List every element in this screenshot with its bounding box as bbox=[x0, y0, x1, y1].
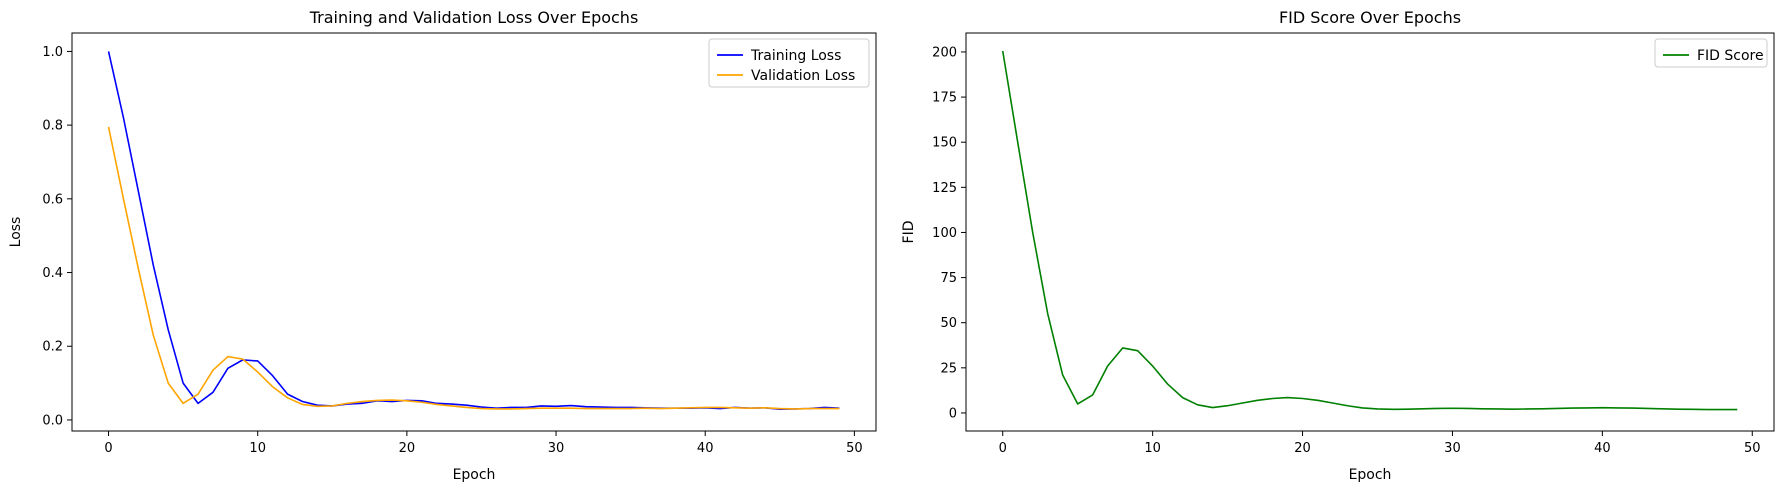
x-tick-label: 40 bbox=[1594, 441, 1611, 456]
x-tick-label: 0 bbox=[999, 441, 1007, 456]
y-tick-label: 75 bbox=[940, 271, 957, 286]
legend-label: Validation Loss bbox=[751, 68, 855, 84]
y-tick-label: 0.2 bbox=[42, 340, 63, 355]
y-tick-label: 0.0 bbox=[42, 413, 63, 428]
x-tick-label: 0 bbox=[104, 441, 112, 456]
x-tick-label: 40 bbox=[697, 441, 714, 456]
y-tick-label: 150 bbox=[932, 136, 957, 151]
legend-box bbox=[1654, 38, 1768, 68]
y-tick-label: 0.4 bbox=[42, 266, 63, 281]
x-tick-label: 30 bbox=[548, 441, 565, 456]
legend-label: Training Loss bbox=[750, 48, 841, 64]
plot-frame bbox=[71, 32, 877, 432]
chart-title: Training and Validation Loss Over Epochs bbox=[309, 8, 639, 27]
y-tick-label: 25 bbox=[940, 361, 957, 376]
x-tick-label: 20 bbox=[399, 441, 416, 456]
y-tick-label: 175 bbox=[932, 91, 957, 106]
y-tick-label: 0.8 bbox=[42, 119, 63, 134]
x-axis-label: Epoch bbox=[1349, 467, 1392, 483]
x-tick-label: 20 bbox=[1294, 441, 1311, 456]
y-axis-label: FID bbox=[901, 221, 917, 244]
legend: Training Loss Validation Loss bbox=[708, 38, 870, 88]
x-tick-label: 50 bbox=[846, 441, 863, 456]
x-tick-label: 10 bbox=[1144, 441, 1161, 456]
x-tick-label: 30 bbox=[1444, 441, 1461, 456]
x-axis-label: Epoch bbox=[453, 467, 496, 483]
y-tick-label: 100 bbox=[932, 226, 957, 241]
y-tick-label: 0.6 bbox=[42, 192, 63, 207]
chart-title: FID Score Over Epochs bbox=[1279, 8, 1461, 27]
y-tick-label: 0 bbox=[949, 406, 957, 421]
y-axis-label: Loss bbox=[8, 217, 24, 248]
y-tick-label: 1.0 bbox=[42, 45, 63, 60]
loss-chart: Training and Validation Loss Over Epochs… bbox=[8, 8, 877, 483]
x-tick-label: 50 bbox=[1744, 441, 1761, 456]
y-tick-label: 200 bbox=[932, 45, 957, 60]
legend: FID Score bbox=[1654, 38, 1768, 68]
y-tick-label: 50 bbox=[940, 316, 957, 331]
fid-chart: FID Score Over Epochs 0 10 20 30 40 50 0 25 50 75… bbox=[901, 8, 1775, 483]
plot-frame bbox=[965, 32, 1775, 432]
y-tick-label: 125 bbox=[932, 181, 957, 196]
legend-label: FID Score bbox=[1697, 48, 1764, 64]
series-line-fid-score bbox=[1001, 50, 1738, 411]
series-line-validation-loss bbox=[107, 126, 840, 410]
legend-box bbox=[708, 38, 870, 88]
series-line-training-loss bbox=[107, 51, 840, 411]
x-tick-label: 10 bbox=[249, 441, 266, 456]
